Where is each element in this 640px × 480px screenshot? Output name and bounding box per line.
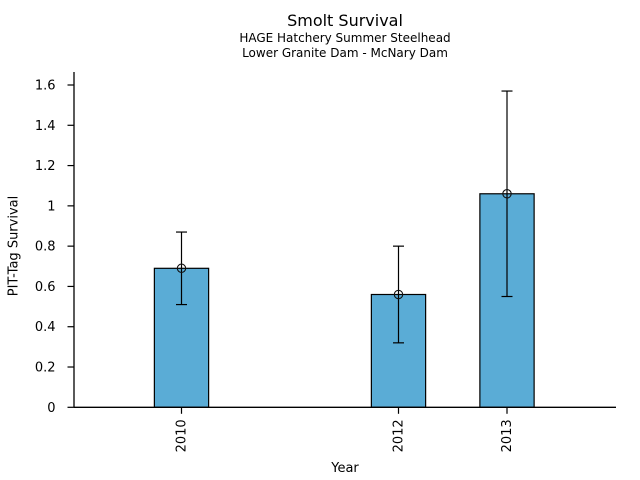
chart-title: Smolt Survival	[287, 11, 403, 30]
y-tick-label-1.4: 1.4	[35, 119, 56, 134]
y-tick-label-0.4: 0.4	[35, 320, 56, 335]
point-marker-2012	[393, 289, 404, 300]
x-tick-label-2012: 2012	[392, 419, 407, 452]
y-tick-label-0: 0	[47, 401, 55, 416]
y-tick-label-0.2: 0.2	[35, 361, 56, 376]
x-axis-title: Year	[331, 461, 359, 476]
y-tick-label-0.8: 0.8	[35, 240, 56, 255]
y-tick-label-1: 1	[47, 199, 55, 214]
y-tick-label-1.2: 1.2	[35, 159, 56, 174]
y-tick-label-0.6: 0.6	[35, 280, 56, 295]
chart-subtitle-line2: Lower Granite Dam - McNary Dam	[242, 46, 448, 60]
y-tick-label-1.6: 1.6	[35, 79, 56, 94]
point-marker-2010	[176, 263, 187, 274]
x-tick-label-2013: 2013	[500, 419, 515, 452]
chart-subtitle-line1: HAGE Hatchery Summer Steelhead	[239, 31, 451, 45]
x-tick-label-2010: 2010	[175, 419, 190, 452]
point-marker-2013	[502, 189, 512, 199]
